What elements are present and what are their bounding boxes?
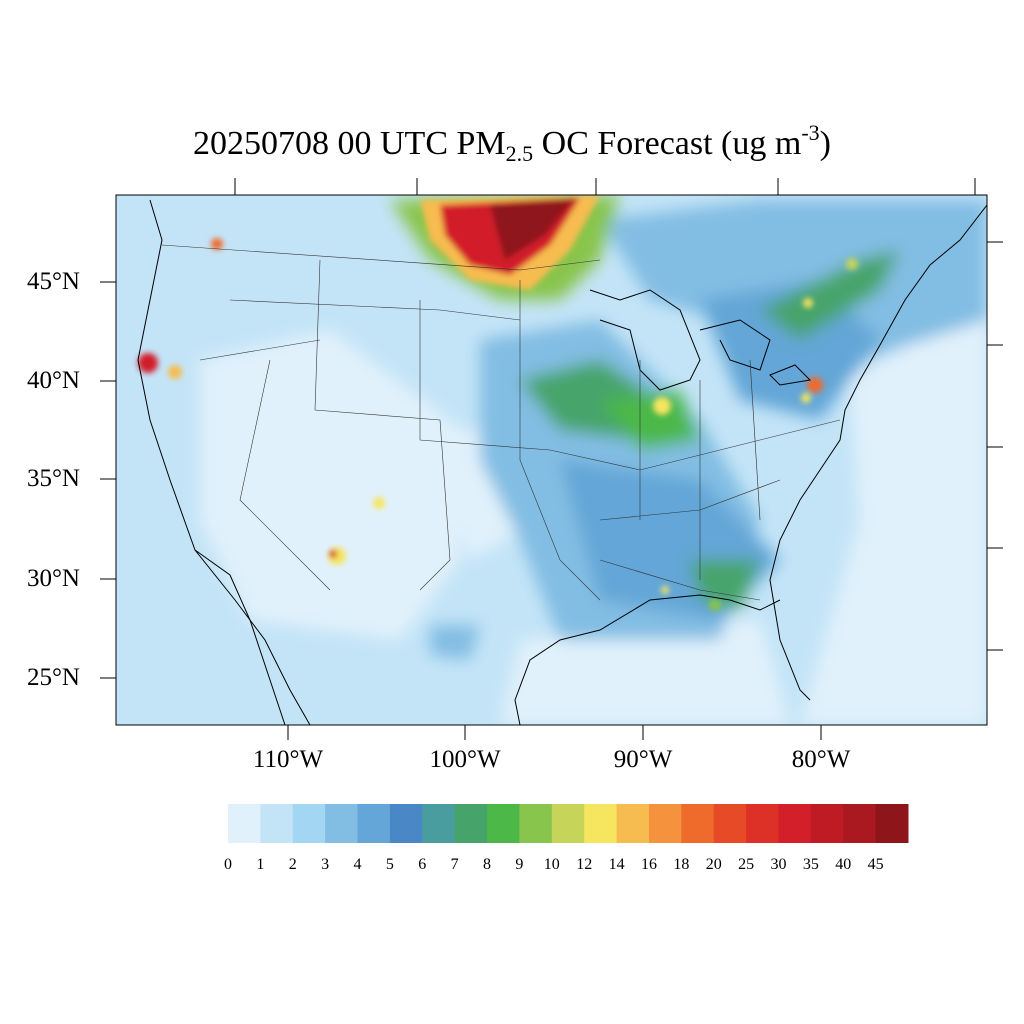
colorbar-tick-label: 45 (867, 856, 884, 873)
lon-label-80w: 80°W (791, 746, 851, 773)
title-superscript: -3 (801, 120, 820, 145)
colorbar-tick-label: 6 (418, 856, 427, 873)
colorbar-tick-label: 2 (288, 856, 297, 873)
colorbar (228, 804, 909, 843)
colorbar-swatch (325, 804, 359, 843)
colorbar-swatch (681, 804, 715, 843)
colorbar-swatch (746, 804, 779, 843)
colorbar-swatch (292, 804, 326, 843)
colorbar-tick-label: 4 (353, 856, 362, 873)
colorbar-tick-label: 12 (576, 856, 593, 873)
colorbar-swatch (551, 804, 585, 843)
colorbar-swatch (843, 804, 877, 843)
colorbar-swatch (357, 804, 391, 843)
title-main: 20250708 00 UTC PM (193, 125, 506, 162)
state-borders (161, 244, 841, 601)
colorbar-tick-label: 7 (450, 856, 459, 873)
title-close: ) (819, 125, 831, 162)
colorbar-swatch (260, 804, 294, 843)
colorbar-swatch (875, 804, 909, 843)
colorbar-swatch (454, 804, 488, 843)
lat-label-40: 40°N (26, 367, 80, 394)
colorbar-tick-label: 9 (515, 856, 524, 873)
colorbar-tick-label: 1 (256, 856, 265, 873)
lon-label-110w: 110°W (252, 746, 324, 773)
colorbar-tick-label: 16 (640, 856, 657, 873)
title-rest: OC Forecast (ug m (533, 125, 802, 162)
title-subscript: 2.5 (505, 141, 534, 166)
lon-label-100w: 100°W (429, 746, 501, 773)
colorbar-swatch (422, 804, 456, 843)
colorbar-tick-label: 25 (738, 856, 755, 873)
colorbar-swatch (584, 804, 618, 843)
colorbar-tick-label: 14 (608, 856, 625, 873)
map-frame (115, 194, 988, 726)
lon-label-90w: 90°W (613, 746, 673, 773)
colorbar-tick-label: 0 (224, 856, 232, 873)
colorbar-tick-label: 18 (673, 856, 690, 873)
colorbar-swatch (648, 804, 682, 843)
colorbar-tick-label: 3 (321, 856, 330, 873)
colorbar-tick-label: 20 (705, 856, 722, 873)
colorbar-swatch (389, 804, 423, 843)
colorbar-swatch (616, 804, 650, 843)
colorbar-tick-label: 5 (385, 856, 394, 873)
colorbar-swatch (713, 804, 747, 843)
map-title: 20250708 00 UTC PM2.5 OC Forecast (ug m-… (0, 120, 1024, 167)
colorbar-tick-label: 40 (835, 856, 852, 873)
colorbar-swatch (228, 804, 261, 843)
concentration-field (116, 195, 987, 725)
lat-label-25: 25°N (26, 664, 80, 691)
colorbar-tick-label: 35 (802, 856, 819, 873)
lat-label-35: 35°N (26, 465, 80, 492)
colorbar-swatch (487, 804, 520, 843)
colorbar-swatch (519, 804, 553, 843)
lat-label-30: 30°N (26, 565, 80, 592)
colorbar-swatch (810, 804, 844, 843)
coastlines (137, 199, 987, 725)
axis-ticks (100, 178, 1003, 740)
lat-label-45: 45°N (26, 268, 80, 295)
colorbar-swatch (778, 804, 812, 843)
colorbar-tick-label: 30 (770, 856, 787, 873)
colorbar-tick-label: 8 (483, 856, 492, 873)
colorbar-tick-label: 10 (543, 856, 560, 873)
